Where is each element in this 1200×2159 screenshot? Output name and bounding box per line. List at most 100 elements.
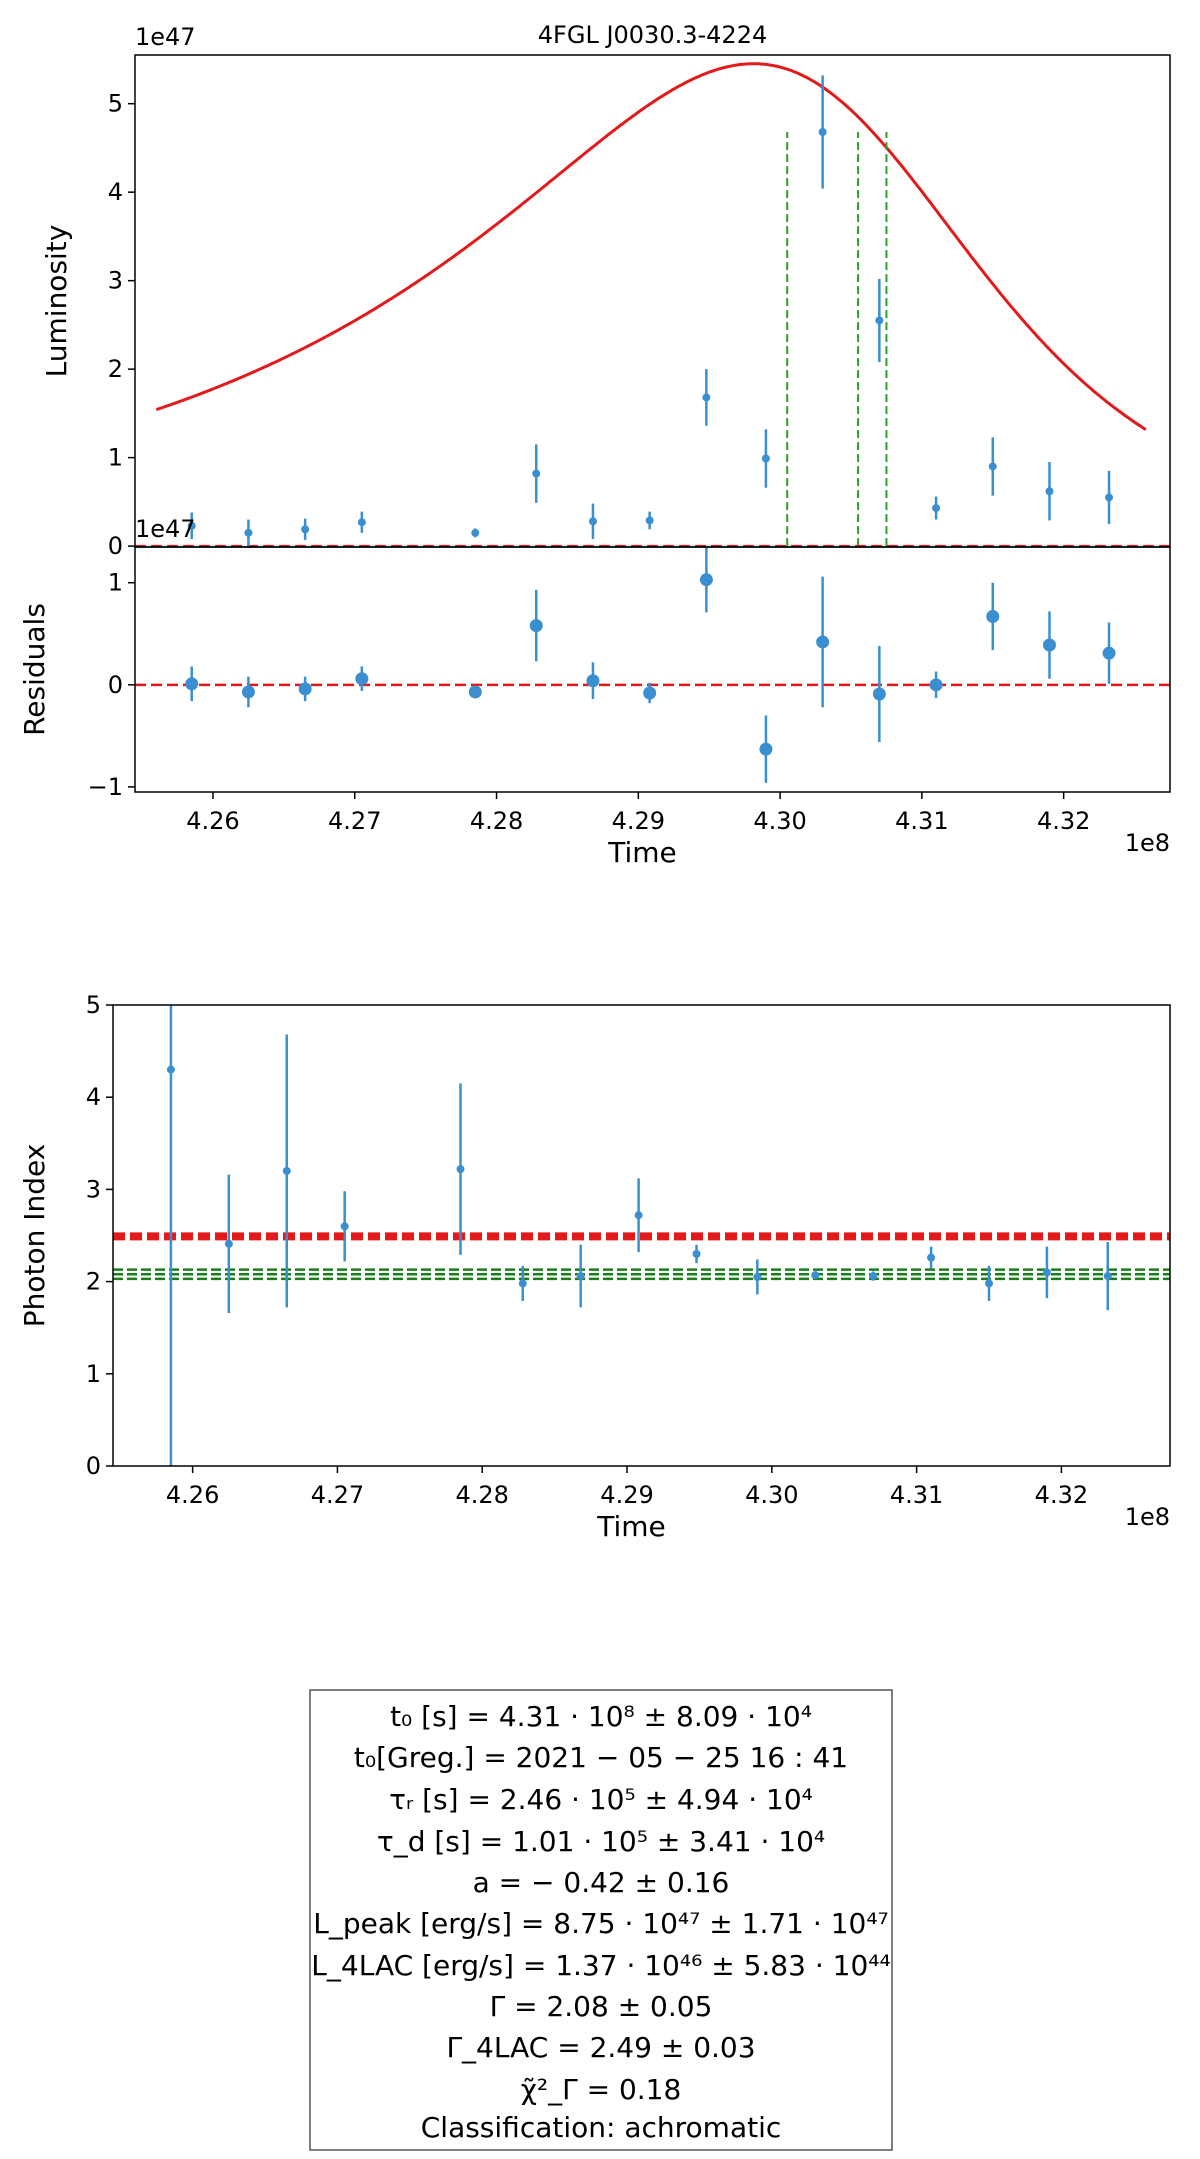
data-point: [927, 1253, 936, 1262]
info-tau-r: τᵣ [s] = 2.46 · 10⁵ ± 4.94 · 10⁴: [389, 1783, 813, 1816]
data-point: [872, 687, 886, 701]
info-t0-greg: t₀[Greg.] = 2021 − 05 − 25 16 : 41: [354, 1741, 848, 1774]
x-tick-label: 4.26: [186, 807, 239, 835]
info-tau-d: τ_d [s] = 1.01 · 10⁵ ± 3.41 · 10⁴: [377, 1825, 825, 1858]
info-chi2: χ̃²_Γ = 0.18: [521, 2073, 682, 2106]
data-point: [1042, 1268, 1051, 1277]
x-offset-label: 1e8: [1125, 829, 1170, 857]
y-tick-label: 2: [108, 355, 123, 383]
chart-title: 4FGL J0030.3-4224: [538, 21, 767, 49]
x-tick-label: 4.29: [612, 807, 665, 835]
data-point: [357, 518, 366, 527]
data-point: [986, 609, 1000, 623]
x-axis-label: Time: [596, 1510, 666, 1543]
data-point: [811, 1271, 820, 1280]
y-tick-label: 1: [108, 569, 123, 597]
data-point: [471, 528, 480, 537]
data-point: [166, 1065, 175, 1074]
y-tick-label: 2: [86, 1268, 101, 1296]
y-tick-label: 3: [108, 267, 123, 295]
info-gamma: Γ = 2.08 ± 0.05: [490, 1990, 713, 2023]
y-tick-label: 4: [86, 1083, 101, 1111]
info-a: a = − 0.42 ± 0.16: [473, 1866, 730, 1899]
x-offset-label: 1e8: [1125, 1503, 1170, 1531]
data-point: [301, 525, 310, 534]
axes-frame: [134, 546, 1171, 793]
data-point: [988, 462, 997, 471]
data-point: [753, 1272, 762, 1281]
info-l-4lac: L_4LAC [erg/s] = 1.37 · 10⁴⁶ ± 5.83 · 10…: [311, 1949, 890, 1982]
data-point: [699, 573, 713, 587]
data-point: [355, 672, 369, 686]
y-tick-label: 0: [108, 671, 123, 699]
data-point: [692, 1249, 701, 1258]
residuals-panel: −1 0 1 4.26 4.27 4.28 4.29 4.30 4.31 4.32 Residual…: [18, 515, 1171, 869]
axes-frame: [112, 1004, 1171, 1467]
y-axis-label: Residuals: [18, 603, 51, 736]
data-point: [588, 517, 597, 526]
data-point: [241, 685, 255, 699]
x-tick-label: 4.27: [311, 1481, 364, 1509]
data-point: [187, 521, 196, 530]
x-tick-label: 4.26: [166, 1481, 219, 1509]
info-gamma-4lac: Γ_4LAC = 2.49 ± 0.03: [446, 2031, 755, 2064]
data-point: [1105, 493, 1114, 502]
data-point: [875, 316, 884, 325]
info-box: t₀ [s] = 4.31 · 10⁸ ± 8.09 · 10⁴ t₀[Greg…: [309, 1689, 893, 2151]
data-point: [586, 674, 600, 688]
data-point: [224, 1239, 233, 1248]
data-point: [576, 1272, 585, 1281]
x-tick-label: 4.31: [895, 807, 948, 835]
x-tick-label: 4.29: [600, 1481, 653, 1509]
x-tick-label: 4.30: [745, 1481, 798, 1509]
data-point: [340, 1222, 349, 1231]
data-point: [518, 1279, 527, 1288]
x-tick-label: 4.27: [328, 807, 381, 835]
data-point: [932, 504, 941, 513]
data-point: [761, 454, 770, 463]
axes-frame: [134, 54, 1171, 548]
y-tick-label: 5: [108, 90, 123, 118]
info-box-frame: [309, 1689, 893, 2151]
data-point: [456, 1165, 465, 1174]
data-point: [468, 685, 482, 699]
data-point: [985, 1279, 994, 1288]
info-t0: t₀ [s] = 4.31 · 10⁸ ± 8.09 · 10⁴: [390, 1700, 812, 1733]
data-point: [816, 635, 830, 649]
y-tick-label: 5: [86, 991, 101, 1019]
y-axis-label: Photon Index: [18, 1144, 51, 1328]
data-point: [185, 677, 199, 691]
data-point: [1102, 646, 1116, 660]
data-point: [529, 619, 543, 633]
data-point: [1042, 638, 1056, 652]
x-tick-label: 4.28: [470, 807, 523, 835]
x-tick-label: 4.28: [456, 1481, 509, 1509]
y-tick-label: 1: [86, 1360, 101, 1388]
x-tick-label: 4.32: [1037, 807, 1090, 835]
y-tick-label: 0: [108, 532, 123, 560]
data-point: [244, 528, 253, 537]
y-tick-label: 0: [86, 1452, 101, 1480]
data-point: [1103, 1272, 1112, 1281]
data-point: [1045, 487, 1054, 496]
data-point: [282, 1166, 291, 1175]
x-axis-label: Time: [607, 836, 677, 869]
info-l-peak: L_peak [erg/s] = 8.75 · 10⁴⁷ ± 1.71 · 10…: [313, 1907, 889, 1940]
y-tick-label: −1: [88, 773, 123, 801]
y-offset-label: 1e47: [135, 23, 196, 51]
photon-index-panel: 0 1 2 3 4 5 4.26 4.27 4.28 4.29 4.30 4.31 4.32 Photon…: [18, 991, 1171, 1543]
data-point: [532, 469, 541, 478]
data-point: [702, 393, 711, 402]
x-tick-label: 4.32: [1035, 1481, 1088, 1509]
y-axis-label: Luminosity: [40, 225, 73, 378]
data-point: [818, 127, 827, 136]
light-curve-panel: 0 1 2 3 4 5 Luminosity 1e47 4FGL J0030.3-4224: [40, 21, 1171, 560]
data-point: [759, 742, 773, 756]
y-tick-label: 3: [86, 1175, 101, 1203]
x-tick-label: 4.30: [753, 807, 806, 835]
y-tick-label: 1: [108, 444, 123, 472]
info-classification: Classification: achromatic: [421, 2111, 782, 2144]
x-tick-label: 4.31: [890, 1481, 943, 1509]
data-point: [643, 686, 657, 700]
